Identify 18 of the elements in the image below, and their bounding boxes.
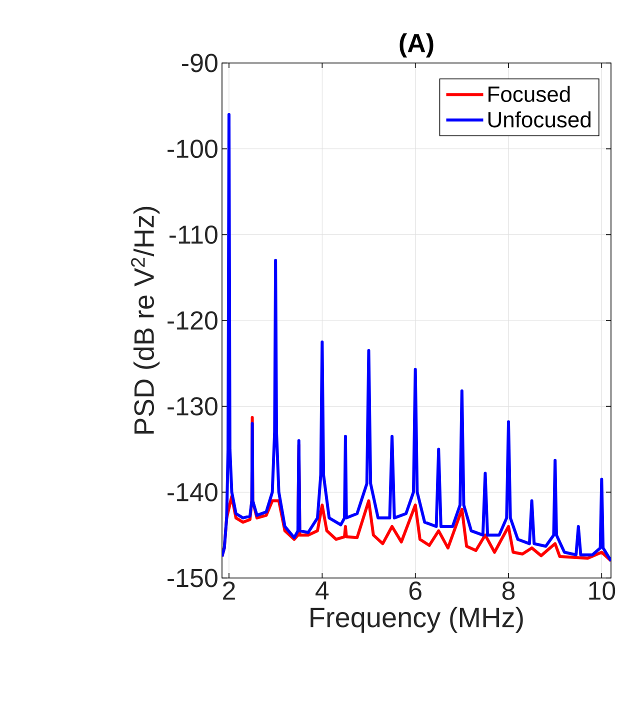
- legend-label: Focused: [488, 86, 570, 102]
- y-tick-label: -110: [170, 225, 218, 244]
- y-tick-label: -130: [168, 397, 218, 416]
- y-tick-label: -150: [168, 568, 218, 588]
- x-tick-label: 4: [316, 582, 329, 600]
- y-tick-label: -120: [168, 311, 218, 330]
- chart-title: (A): [400, 33, 434, 58]
- x-tick-label: 2: [223, 582, 235, 600]
- y-tick-label: -100: [168, 140, 218, 158]
- legend-label: Unfocused: [488, 111, 590, 128]
- y-axis-title: PSD (dB re V$^{2}$/Hz): [131, 206, 160, 434]
- x-tick-label: 6: [409, 582, 422, 600]
- x-tick-label: 8: [502, 582, 515, 600]
- x-tick-label: 10: [589, 582, 616, 600]
- y-tick-label: -90: [182, 54, 218, 72]
- line-series: [222, 113, 611, 562]
- x-axis-title: Frequency (MHz): [310, 606, 523, 633]
- y-tick-label: -140: [168, 482, 218, 502]
